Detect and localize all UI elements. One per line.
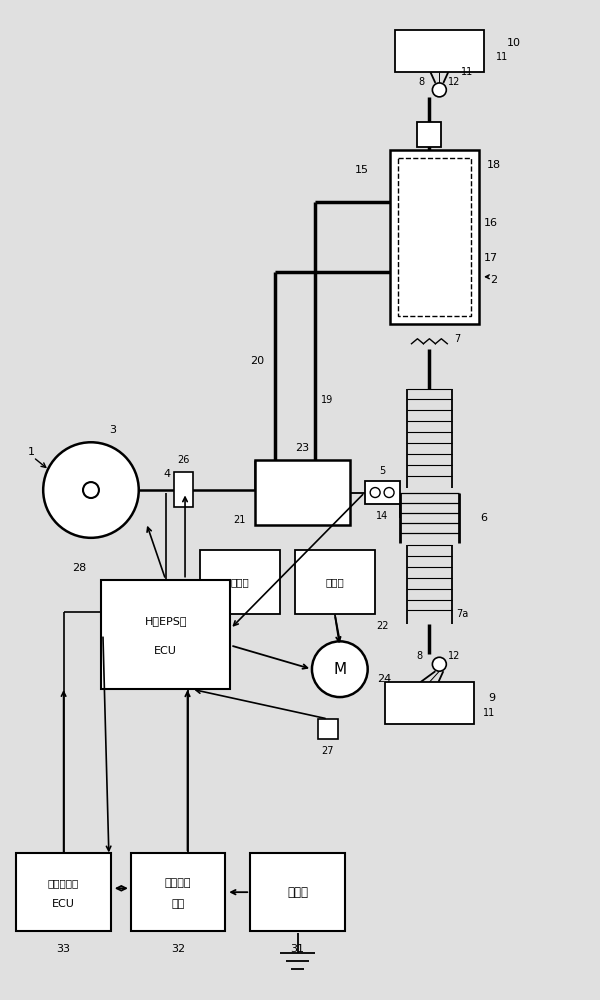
Text: M: M [333, 662, 346, 677]
Text: 4: 4 [163, 469, 170, 479]
Text: 17: 17 [484, 253, 498, 263]
Text: 11: 11 [483, 708, 495, 718]
Text: 7: 7 [454, 334, 460, 344]
Text: ECU: ECU [154, 646, 177, 656]
Bar [173, 472, 193, 507]
Text: 主电源: 主电源 [287, 886, 308, 899]
Text: 33: 33 [56, 944, 71, 954]
Circle shape [433, 83, 446, 97]
Text: 1: 1 [28, 447, 35, 457]
Text: 电源控制用: 电源控制用 [48, 878, 79, 888]
Text: 11: 11 [461, 67, 473, 77]
Text: 32: 32 [171, 944, 185, 954]
Bar [398, 158, 471, 316]
Bar [200, 550, 280, 614]
Bar [250, 853, 345, 931]
Circle shape [370, 488, 380, 498]
Text: 7a: 7a [456, 609, 469, 619]
Bar [389, 150, 479, 324]
Bar [255, 460, 350, 525]
Text: 9: 9 [488, 693, 496, 703]
Text: 10: 10 [507, 38, 521, 48]
Bar [101, 580, 230, 689]
Bar [418, 122, 442, 147]
Text: ECU: ECU [52, 899, 75, 909]
Text: 8: 8 [418, 77, 424, 87]
Text: 23: 23 [295, 443, 310, 453]
Circle shape [433, 657, 446, 671]
Text: 液压泵: 液压泵 [325, 577, 344, 587]
Text: 装置: 装置 [172, 899, 185, 909]
Text: 22: 22 [376, 621, 389, 631]
Text: 5: 5 [379, 466, 385, 476]
Circle shape [83, 482, 99, 498]
Text: 27: 27 [322, 746, 334, 756]
Text: 28: 28 [72, 563, 86, 573]
Text: 8: 8 [416, 651, 422, 661]
Bar [385, 682, 474, 724]
Text: 辅助电源: 辅助电源 [165, 878, 191, 888]
Text: 12: 12 [448, 651, 460, 661]
Bar [16, 853, 111, 931]
Text: 11: 11 [496, 52, 508, 62]
Bar [395, 30, 484, 72]
Circle shape [312, 641, 368, 697]
Text: 2: 2 [491, 275, 497, 285]
Text: 24: 24 [377, 674, 392, 684]
Text: 15: 15 [355, 165, 369, 175]
Text: 16: 16 [484, 218, 498, 228]
Text: 26: 26 [178, 455, 190, 465]
Bar [318, 719, 338, 739]
Circle shape [43, 442, 139, 538]
Bar [131, 853, 226, 931]
Bar [295, 550, 374, 614]
Text: 19: 19 [321, 395, 333, 405]
Text: 3: 3 [109, 425, 116, 435]
Text: 21: 21 [233, 515, 245, 525]
Circle shape [384, 488, 394, 498]
Bar [365, 481, 400, 504]
Text: 20: 20 [250, 356, 264, 366]
Text: 31: 31 [290, 944, 305, 954]
Text: 6: 6 [481, 513, 488, 523]
Text: 12: 12 [448, 77, 460, 87]
Text: H－EPS用: H－EPS用 [145, 616, 187, 626]
Text: 18: 18 [487, 160, 501, 170]
Text: 储液罐: 储液罐 [231, 577, 250, 587]
Text: 14: 14 [376, 511, 388, 521]
